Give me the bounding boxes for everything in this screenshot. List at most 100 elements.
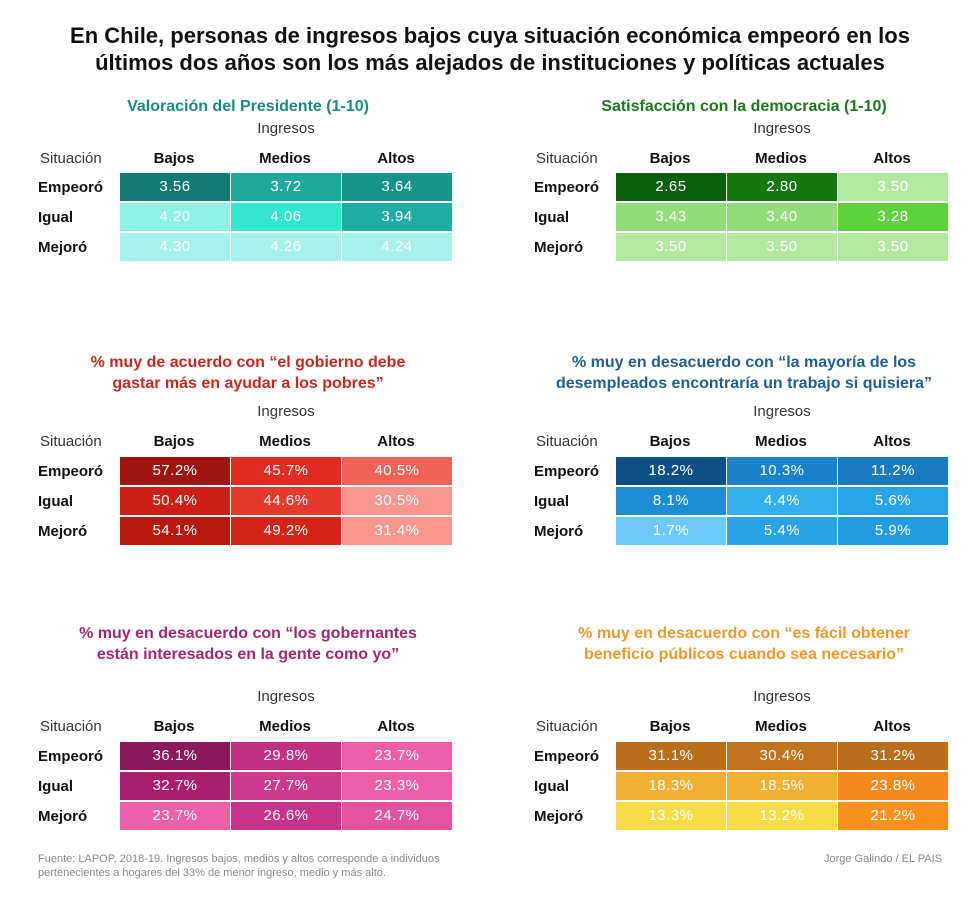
panel-title-line-1: Satisfacción con la democracia (1-10) <box>601 98 887 115</box>
panel-title-line-1: % muy en desacuerdo con “es fácil obtene… <box>578 625 910 642</box>
panel-title: % muy en desacuerdo con “es fácil obtene… <box>534 623 954 665</box>
heatmap-cell: 3.94 <box>342 203 452 231</box>
column-header-medios: Medios <box>259 433 311 450</box>
heatmap-cell: 4.24 <box>342 233 452 261</box>
row-label: Igual <box>38 209 74 226</box>
ingresos-label: Ingresos <box>753 688 811 705</box>
heatmap-cell: 49.2% <box>231 517 341 545</box>
column-header-bajos: Bajos <box>649 433 691 450</box>
ingresos-label: Ingresos <box>753 120 811 137</box>
heatmap-cell: 3.50 <box>727 233 837 261</box>
heatmap-cell: 4.26 <box>231 233 341 261</box>
heatmap-cell: 2.80 <box>727 173 837 201</box>
heatmap-cell: 29.8% <box>231 742 341 770</box>
heatmap-cell: 13.3% <box>616 802 726 830</box>
main-title: En Chile, personas de ingresos bajos cuy… <box>0 22 980 76</box>
situacion-label: Situación <box>536 433 598 450</box>
row-label: Igual <box>38 493 74 510</box>
heatmap-cell: 23.8% <box>838 772 948 800</box>
heatmap-cell: 3.56 <box>120 173 230 201</box>
heatmap-cell: 3.43 <box>616 203 726 231</box>
heatmap-cell: 23.7% <box>120 802 230 830</box>
heatmap-cell: 24.7% <box>342 802 452 830</box>
heatmap-cell: 3.50 <box>838 173 948 201</box>
heatmap-cell: 23.3% <box>342 772 452 800</box>
column-header-bajos: Bajos <box>153 433 195 450</box>
heatmap-cell: 1.7% <box>616 517 726 545</box>
panel-title-line-2: están interesados en la gente como yo” <box>96 646 400 663</box>
ingresos-label: Ingresos <box>257 688 315 705</box>
heatmap-cell: 4.30 <box>120 233 230 261</box>
heatmap-cell: 31.1% <box>616 742 726 770</box>
heatmap-cell: 5.6% <box>838 487 948 515</box>
row-label: Mejoró <box>534 523 584 540</box>
main-title-line-1: En Chile, personas de ingresos bajos cuy… <box>70 23 910 48</box>
heatmap-cell: 31.4% <box>342 517 452 545</box>
panel-title: Valoración del Presidente (1-10) <box>38 96 458 117</box>
panel-title: Satisfacción con la democracia (1-10) <box>534 96 954 117</box>
column-header-medios: Medios <box>259 150 311 167</box>
row-label: Mejoró <box>534 808 584 825</box>
row-label: Empeoró <box>534 748 600 765</box>
row-label: Empeoró <box>534 463 600 480</box>
row-label: Mejoró <box>38 239 88 256</box>
column-header-altos: Altos <box>377 433 415 450</box>
heatmap-cell: 11.2% <box>838 457 948 485</box>
panel-title-line-1: % muy de acuerdo con “el gobierno debe <box>90 354 406 371</box>
row-label: Igual <box>534 493 570 510</box>
panel-title: % muy en desacuerdo con “la mayoría de l… <box>534 352 954 394</box>
panel-title-line-1: % muy en desacuerdo con “los gobernantes <box>79 625 417 642</box>
panel-title-line-1: Valoración del Presidente (1-10) <box>127 98 369 115</box>
row-label: Empeoró <box>38 463 104 480</box>
heatmap-cell: 3.28 <box>838 203 948 231</box>
situacion-label: Situación <box>536 718 598 735</box>
situacion-label: Situación <box>40 718 102 735</box>
heatmap-cell: 18.5% <box>727 772 837 800</box>
heatmap-cell: 57.2% <box>120 457 230 485</box>
situacion-label: Situación <box>40 150 102 167</box>
column-header-altos: Altos <box>377 150 415 167</box>
column-header-medios: Medios <box>755 718 807 735</box>
author-credit: Jorge Galindo / EL PAIS <box>823 853 942 865</box>
panel-title-line-1: % muy en desacuerdo con “la mayoría de l… <box>571 354 917 371</box>
heatmap-cell: 5.4% <box>727 517 837 545</box>
column-header-bajos: Bajos <box>153 718 195 735</box>
panel-title-line-2: beneficio públicos cuando sea necesario” <box>583 646 905 663</box>
ingresos-label: Ingresos <box>257 120 315 137</box>
heatmap-cell: 3.40 <box>727 203 837 231</box>
source-note-line-1: Fuente: LAPOP, 2018-19. Ingresos bajos, … <box>38 853 440 865</box>
panel-title-line-2: gastar más en ayudar a los pobres” <box>112 375 384 392</box>
heatmap-cell: 3.64 <box>342 173 452 201</box>
column-header-bajos: Bajos <box>153 150 195 167</box>
heatmap-cell: 30.4% <box>727 742 837 770</box>
heatmap-cell: 40.5% <box>342 457 452 485</box>
heatmap-cell: 5.9% <box>838 517 948 545</box>
heatmap-cell: 31.2% <box>838 742 948 770</box>
row-label: Mejoró <box>38 523 88 540</box>
heatmap-cell: 8.1% <box>616 487 726 515</box>
situacion-label: Situación <box>536 150 598 167</box>
heatmap-cell: 3.50 <box>616 233 726 261</box>
column-header-bajos: Bajos <box>649 150 691 167</box>
row-label: Empeoró <box>534 179 600 196</box>
heatmap-cell: 4.20 <box>120 203 230 231</box>
heatmap-cell: 45.7% <box>231 457 341 485</box>
panel-title: % muy de acuerdo con “el gobierno debe ga… <box>38 352 458 394</box>
heatmap-cell: 32.7% <box>120 772 230 800</box>
column-header-medios: Medios <box>755 150 807 167</box>
heatmap-cell: 4.06 <box>231 203 341 231</box>
main-title-line-2: últimos dos años son los más alejados de… <box>95 50 885 75</box>
row-label: Empeoró <box>38 179 104 196</box>
row-label: Mejoró <box>38 808 88 825</box>
heatmap-cell: 3.72 <box>231 173 341 201</box>
situacion-label: Situación <box>40 433 102 450</box>
heatmap-cell: 30.5% <box>342 487 452 515</box>
heatmap-cell: 3.50 <box>838 233 948 261</box>
panel-title-line-2: desempleados encontraría un trabajo si q… <box>555 375 933 392</box>
heatmap-cell: 10.3% <box>727 457 837 485</box>
heatmap-cell: 21.2% <box>838 802 948 830</box>
heatmap-cell: 50.4% <box>120 487 230 515</box>
ingresos-label: Ingresos <box>753 403 811 420</box>
source-note-line-2: pertenecientes a hogares del 33% de meno… <box>38 867 386 879</box>
row-label: Igual <box>38 778 74 795</box>
